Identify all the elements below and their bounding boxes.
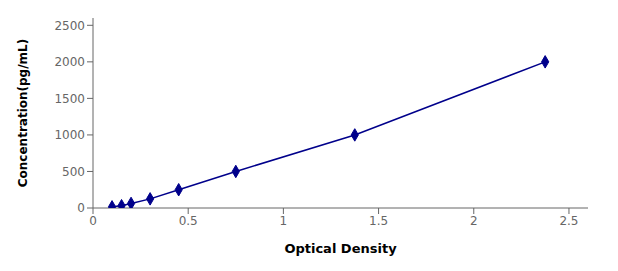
- svg-text:Optical Density: Optical Density: [284, 241, 397, 256]
- svg-text:Concentration(pg/mL): Concentration(pg/mL): [16, 39, 30, 187]
- svg-text:0: 0: [77, 201, 85, 215]
- svg-text:2.5: 2.5: [559, 214, 578, 228]
- svg-text:1: 1: [280, 214, 288, 228]
- svg-text:2000: 2000: [54, 55, 85, 69]
- svg-text:1.5: 1.5: [369, 214, 388, 228]
- svg-text:0: 0: [89, 214, 97, 228]
- svg-text:2500: 2500: [54, 19, 85, 33]
- svg-text:2: 2: [470, 214, 478, 228]
- svg-text:500: 500: [62, 165, 85, 179]
- svg-text:1500: 1500: [54, 92, 85, 106]
- svg-text:1000: 1000: [54, 128, 85, 142]
- svg-text:0.5: 0.5: [179, 214, 198, 228]
